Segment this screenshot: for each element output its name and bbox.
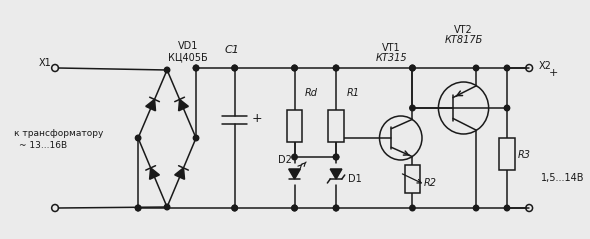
Text: КТ817Б: КТ817Б (444, 35, 483, 45)
Circle shape (333, 65, 339, 71)
Circle shape (292, 65, 297, 71)
Circle shape (333, 205, 339, 211)
Circle shape (409, 105, 415, 111)
Circle shape (333, 154, 339, 160)
Text: +: + (252, 112, 263, 125)
Circle shape (135, 205, 141, 211)
Text: VD1: VD1 (178, 41, 198, 51)
Polygon shape (289, 169, 300, 179)
Circle shape (473, 65, 478, 71)
Polygon shape (150, 168, 159, 179)
Text: КТ315: КТ315 (375, 53, 407, 63)
Circle shape (232, 65, 237, 71)
Circle shape (292, 205, 297, 211)
Polygon shape (146, 99, 156, 111)
Text: к трансформатору: к трансформатору (14, 129, 103, 137)
Circle shape (504, 65, 510, 71)
Circle shape (504, 105, 510, 111)
Circle shape (409, 65, 415, 71)
Circle shape (135, 205, 141, 211)
Circle shape (232, 65, 237, 71)
Text: КЦ405Б: КЦ405Б (168, 52, 208, 62)
Circle shape (194, 65, 199, 71)
Bar (287, 110, 302, 142)
Circle shape (292, 205, 297, 211)
Circle shape (333, 65, 339, 71)
Circle shape (333, 154, 339, 160)
Circle shape (292, 65, 297, 71)
Polygon shape (179, 99, 188, 111)
Circle shape (194, 135, 199, 141)
Circle shape (409, 205, 415, 211)
Text: 1,5...14В: 1,5...14В (541, 173, 584, 183)
Circle shape (232, 205, 237, 211)
Circle shape (165, 67, 170, 73)
Text: D1: D1 (348, 174, 362, 184)
Text: X2: X2 (539, 61, 552, 71)
Text: ~ 13...16В: ~ 13...16В (19, 141, 67, 150)
Text: Rd: Rd (305, 88, 318, 98)
Bar (499, 138, 514, 170)
Circle shape (135, 135, 141, 141)
Circle shape (473, 205, 478, 211)
Text: R1: R1 (347, 88, 360, 98)
Bar (328, 110, 344, 142)
Bar (405, 165, 420, 193)
Circle shape (333, 205, 339, 211)
Circle shape (292, 154, 297, 160)
Text: VT1: VT1 (382, 43, 401, 53)
Circle shape (409, 65, 415, 71)
Polygon shape (175, 168, 185, 179)
Polygon shape (330, 169, 342, 179)
Text: X1: X1 (39, 58, 52, 68)
Text: R3: R3 (517, 150, 530, 160)
Text: D2: D2 (278, 155, 291, 165)
Circle shape (232, 205, 237, 211)
Circle shape (165, 204, 170, 210)
Text: C1: C1 (224, 45, 239, 55)
Circle shape (194, 65, 199, 71)
Text: VT2: VT2 (454, 25, 473, 35)
Text: R2: R2 (424, 178, 437, 188)
Circle shape (504, 205, 510, 211)
Text: +: + (549, 68, 558, 78)
